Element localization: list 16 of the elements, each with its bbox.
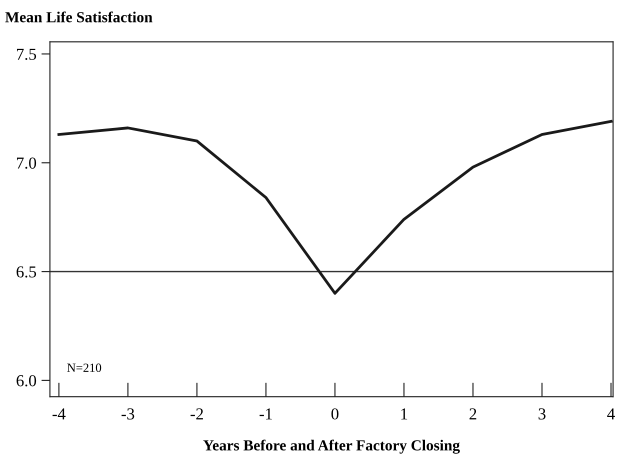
x-tick-label: -3 (122, 408, 134, 420)
chart-title: Mean Life Satisfaction (5, 11, 152, 22)
x-tick-label: 0 (331, 408, 338, 420)
x-tick-label: -2 (190, 408, 203, 420)
annotation: N=210 (67, 364, 102, 372)
x-tick-label: 1 (401, 408, 408, 420)
y-tick-label: 6.5 (16, 266, 36, 278)
x-tick-label: -4 (52, 408, 66, 420)
y-tick-label: 7.0 (16, 157, 36, 169)
x-tick-label: -1 (260, 408, 272, 420)
y-tick-label: 6.0 (16, 375, 36, 386)
x-axis-title: Years Before and After Factory Closing (203, 440, 460, 454)
x-tick-label: 4 (607, 408, 615, 420)
x-tick-label: 2 (470, 408, 476, 420)
x-tick-label: 3 (538, 408, 546, 420)
y-tick-label: 7.5 (16, 48, 36, 60)
